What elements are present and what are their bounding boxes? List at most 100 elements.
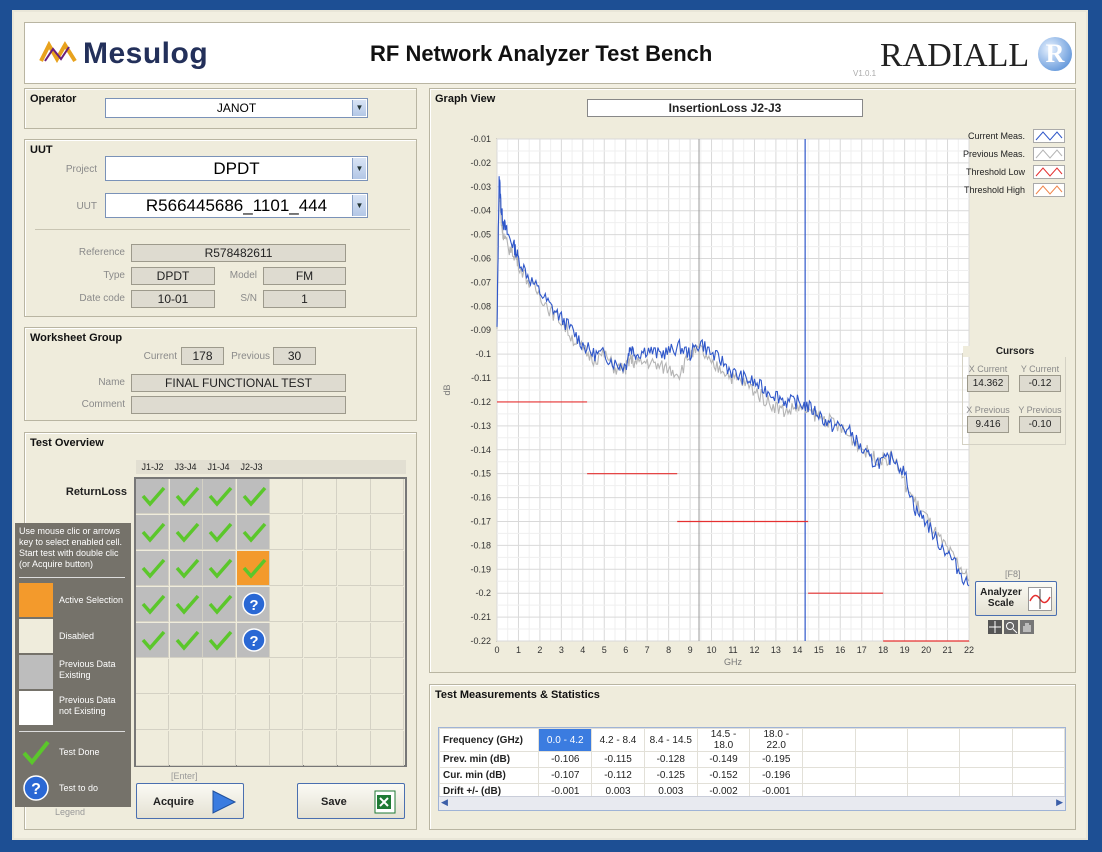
swatch [19, 583, 53, 617]
test-cell[interactable] [337, 623, 371, 658]
y-axis-label: dB [442, 384, 452, 395]
test-cell[interactable] [169, 515, 203, 550]
pan-hand-icon[interactable] [1020, 620, 1034, 634]
test-cell[interactable] [169, 587, 203, 622]
question-icon: ? [242, 592, 266, 616]
test-cell[interactable] [304, 515, 337, 550]
test-cell[interactable] [337, 479, 371, 514]
test-cell[interactable] [203, 515, 237, 550]
test-cell[interactable] [371, 479, 405, 514]
test-cell[interactable] [304, 479, 337, 514]
stats-empty-cell [854, 751, 908, 768]
test-cell[interactable] [136, 731, 169, 766]
test-cell[interactable] [169, 551, 203, 586]
test-cell[interactable] [304, 695, 337, 730]
test-cell[interactable] [337, 731, 371, 766]
test-cell[interactable] [270, 515, 304, 550]
stats-empty-cell [1011, 783, 1066, 800]
test-cell[interactable] [136, 479, 169, 514]
test-cell[interactable] [270, 551, 304, 586]
y-tick-label: -0.17 [470, 516, 491, 526]
test-cell[interactable] [304, 659, 337, 694]
test-cell[interactable] [203, 731, 237, 766]
test-cell[interactable] [136, 623, 169, 658]
test-cell[interactable] [136, 551, 169, 586]
column-header: J3-J4 [174, 462, 197, 472]
test-cell[interactable] [203, 623, 237, 658]
horizontal-scrollbar[interactable]: ◀ ▶ [439, 796, 1065, 810]
test-grid[interactable]: ?? [134, 477, 407, 767]
test-cell[interactable] [371, 659, 405, 694]
test-cell[interactable] [236, 515, 270, 550]
reference-label: Reference [78, 247, 125, 258]
crosshair-icon[interactable] [988, 620, 1002, 634]
test-cell[interactable] [236, 695, 270, 730]
test-cell[interactable] [371, 515, 405, 550]
acquire-button[interactable]: Acquire [136, 783, 244, 819]
test-cell[interactable] [337, 659, 371, 694]
test-cell[interactable] [304, 587, 337, 622]
chevron-down-icon[interactable]: ▼ [352, 195, 366, 216]
legend-previous[interactable]: Previous Meas. [925, 147, 1065, 165]
test-cell[interactable] [337, 551, 371, 586]
test-cell[interactable]: ? [236, 587, 270, 622]
test-cell[interactable] [203, 659, 237, 694]
test-cell[interactable] [169, 659, 203, 694]
test-cell[interactable] [270, 587, 304, 622]
test-cell[interactable] [203, 551, 237, 586]
test-cell[interactable] [304, 623, 337, 658]
test-cell[interactable] [136, 587, 169, 622]
current-meas-line [496, 176, 970, 587]
test-cell[interactable] [169, 623, 203, 658]
test-cell[interactable] [371, 623, 405, 658]
test-cell[interactable] [236, 479, 270, 514]
analyzer-scale-button[interactable]: Analyzer Scale [975, 581, 1057, 616]
uut-select[interactable]: R566445686_1101_444 ▼ [105, 193, 368, 218]
operator-select[interactable]: JANOT ▼ [105, 98, 368, 118]
comment-field[interactable] [131, 396, 346, 414]
test-cell[interactable] [203, 695, 237, 730]
test-cell[interactable] [270, 659, 304, 694]
test-cell[interactable] [304, 551, 337, 586]
column-header: J1-J2 [141, 462, 164, 472]
test-cell[interactable] [337, 695, 371, 730]
test-cell[interactable] [371, 587, 405, 622]
test-cell[interactable] [169, 695, 203, 730]
test-cell[interactable] [270, 623, 304, 658]
test-cell[interactable] [371, 695, 405, 730]
x-tick-label: 5 [602, 645, 607, 655]
test-cell[interactable] [169, 479, 203, 514]
test-cell[interactable] [169, 731, 203, 766]
divider [19, 731, 125, 732]
test-cell[interactable] [270, 731, 304, 766]
test-cell[interactable] [136, 659, 169, 694]
test-cell[interactable] [270, 695, 304, 730]
zoom-icon[interactable] [1004, 620, 1018, 634]
test-cell[interactable] [371, 551, 405, 586]
test-cell[interactable] [236, 731, 270, 766]
test-cell[interactable] [304, 731, 337, 766]
legend-current[interactable]: Current Meas. [925, 129, 1065, 147]
datecode-label: Date code [79, 293, 125, 304]
checkmark-icon [175, 630, 199, 651]
legend-threshold-low[interactable]: Threshold Low [925, 165, 1065, 183]
test-cell[interactable] [203, 479, 237, 514]
test-cell[interactable] [136, 515, 169, 550]
test-cell[interactable] [270, 479, 304, 514]
test-cell[interactable] [337, 587, 371, 622]
chevron-down-icon[interactable]: ▼ [352, 100, 366, 116]
scroll-left-icon[interactable]: ◀ [441, 797, 448, 807]
project-select[interactable]: DPDT ▼ [105, 156, 368, 181]
scroll-right-icon[interactable]: ▶ [1056, 797, 1063, 807]
insertion-loss-chart[interactable]: 0 1 2 3 4 5 6 7 8 9 10 11 12 13 14 15 16 17 18 19 20 21 22-0.0… [430, 119, 975, 669]
test-cell[interactable]: ? [236, 623, 270, 658]
test-cell[interactable] [371, 731, 405, 766]
legend-threshold-high[interactable]: Threshold High [925, 183, 1065, 201]
test-cell[interactable] [236, 659, 270, 694]
save-button[interactable]: Save [297, 783, 405, 819]
test-cell[interactable] [136, 695, 169, 730]
test-cell[interactable] [337, 515, 371, 550]
test-cell[interactable] [203, 587, 237, 622]
test-cell[interactable] [236, 551, 270, 586]
chevron-down-icon[interactable]: ▼ [352, 158, 366, 179]
